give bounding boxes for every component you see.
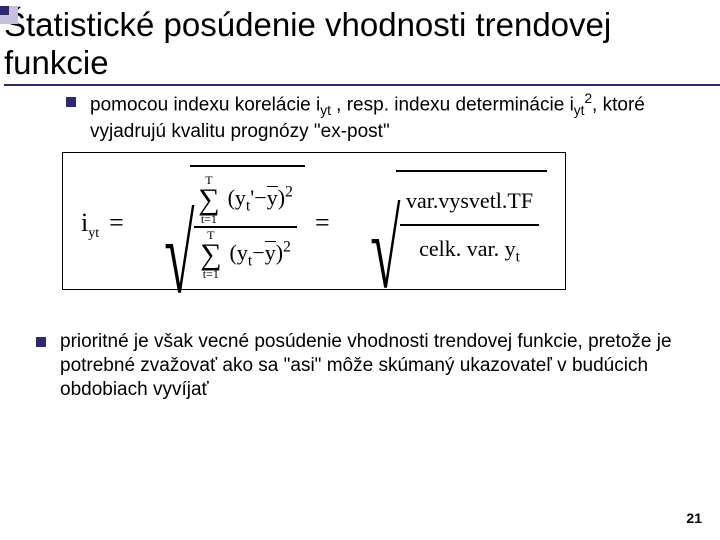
formula-lhs: iyt bbox=[81, 208, 99, 238]
den-paren: (yt−y)2 bbox=[230, 240, 291, 265]
equals-1: = bbox=[109, 208, 124, 238]
num-ybar: y bbox=[267, 185, 278, 211]
lhs-sub: yt bbox=[88, 226, 99, 242]
fraction-right: var.vysvetl.TF celk. var. yt bbox=[400, 178, 539, 276]
title-block: Štatistické posúdenie vhodnosti trendove… bbox=[0, 0, 720, 86]
num-prime: ' bbox=[250, 185, 254, 210]
slide-title: Štatistické posúdenie vhodnosti trendove… bbox=[4, 6, 720, 82]
sqrt-left: √ T ∑ t=1 (yt'−y)2 bbox=[134, 165, 305, 281]
den-ybar: y bbox=[265, 240, 276, 266]
lhs-var: i bbox=[81, 208, 88, 238]
num-sq: 2 bbox=[285, 184, 293, 201]
rhs-den: celk. var. yt bbox=[413, 226, 526, 276]
sum-den-lower: t=1 bbox=[203, 268, 219, 280]
num-paren: (yt'−y)2 bbox=[228, 185, 293, 210]
frac-den-left: T ∑ t=1 (yt−y)2 bbox=[196, 228, 295, 281]
content-area: pomocou indexu korelácie iyt , resp. ind… bbox=[0, 86, 720, 403]
bullet1-text: pomocou indexu korelácie iyt , resp. ind… bbox=[90, 90, 692, 144]
bullet1-pre: pomocou indexu korelácie i bbox=[90, 94, 320, 115]
formula-box: iyt = √ T ∑ t=1 (yt bbox=[62, 152, 566, 290]
radical-sign-2: √ bbox=[370, 166, 400, 272]
bullet-item-1: pomocou indexu korelácie iyt , resp. ind… bbox=[52, 90, 692, 144]
den-ya: y bbox=[237, 240, 248, 265]
bullet-square-icon bbox=[66, 97, 76, 107]
frac-num-left: T ∑ t=1 (yt'−y)2 bbox=[194, 173, 297, 226]
under-root-left: T ∑ t=1 (yt'−y)2 T ∑ bbox=[190, 165, 305, 281]
page-number: 21 bbox=[686, 510, 702, 526]
den-sq: 2 bbox=[283, 239, 291, 256]
bullet1-mid: , resp. indexu determinácie i bbox=[331, 94, 574, 115]
radical-sign-1: √ bbox=[164, 161, 194, 277]
title-accent-square bbox=[0, 6, 18, 24]
under-root-right: var.vysvetl.TF celk. var. yt bbox=[396, 170, 547, 276]
den-ya-sub: t bbox=[248, 252, 252, 269]
bullet1-sub2: yt bbox=[574, 103, 585, 118]
title-accent-inner bbox=[0, 6, 9, 15]
rhs-den-sub: t bbox=[516, 248, 520, 265]
rhs-den-text: celk. var. y bbox=[419, 236, 516, 261]
sigma-icon-2: ∑ bbox=[200, 241, 221, 268]
equals-2: = bbox=[315, 208, 330, 238]
bullet-square-icon-2 bbox=[36, 337, 46, 347]
sum-num-lower: t=1 bbox=[201, 213, 217, 225]
sqrt-right: √ var.vysvetl.TF celk. var. yt bbox=[340, 170, 547, 276]
sum-num: T ∑ t=1 bbox=[198, 174, 219, 225]
bullet1-sub1: yt bbox=[320, 103, 331, 118]
formula-container: iyt = √ T ∑ t=1 (yt bbox=[62, 152, 692, 290]
num-ya: y bbox=[235, 185, 246, 210]
bullet-item-2: prioritné je však vecné posúdenie vhodno… bbox=[36, 330, 692, 403]
bullet1-sup2: 2 bbox=[584, 91, 592, 106]
sum-den: T ∑ t=1 bbox=[200, 229, 221, 280]
fraction-left: T ∑ t=1 (yt'−y)2 T ∑ bbox=[194, 173, 297, 281]
bullet2-text: prioritné je však vecné posúdenie vhodno… bbox=[60, 330, 692, 403]
title-underline bbox=[4, 84, 720, 86]
rhs-num: var.vysvetl.TF bbox=[400, 178, 539, 224]
sigma-icon: ∑ bbox=[198, 186, 219, 213]
formula: iyt = √ T ∑ t=1 (yt bbox=[81, 165, 547, 281]
